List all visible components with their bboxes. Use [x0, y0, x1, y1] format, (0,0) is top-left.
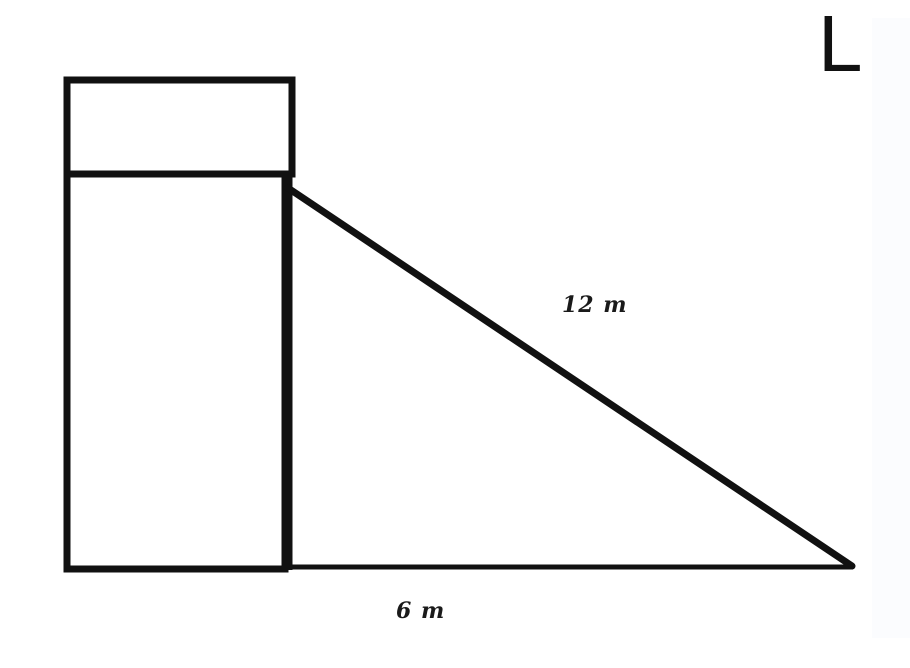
upper-box	[63, 76, 296, 178]
base-length-label: 6 m	[396, 598, 446, 624]
hypotenuse-line	[284, 184, 856, 570]
hypotenuse-length-label: 12 m	[562, 292, 628, 318]
building-body	[63, 170, 289, 573]
corner-letter: L	[818, 0, 863, 88]
right-margin-band	[872, 18, 910, 638]
